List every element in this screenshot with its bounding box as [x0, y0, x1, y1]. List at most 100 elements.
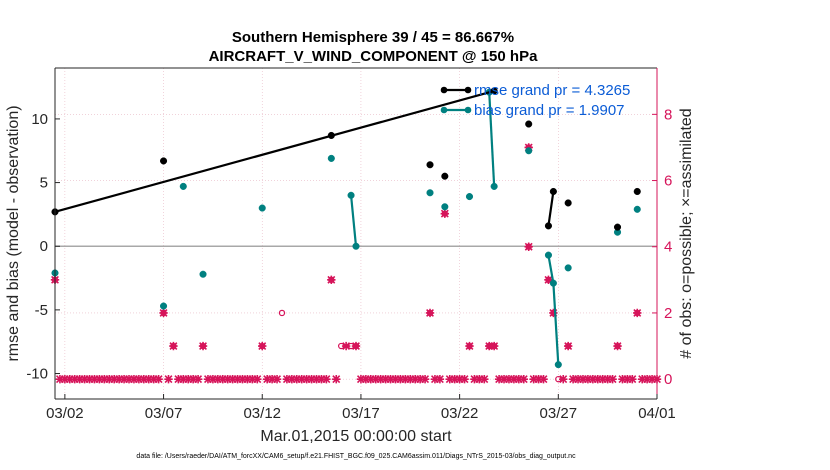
obs-zero-marker-54	[371, 374, 380, 384]
obs-zero-marker-34	[238, 374, 247, 384]
obs-zero-marker-56	[381, 374, 390, 384]
obs-zero-marker-47	[312, 374, 321, 384]
obs-assimilated-marker-14	[544, 275, 553, 285]
obs-zero-marker-48	[317, 374, 326, 384]
obs-zero-marker-59	[396, 374, 405, 384]
obs-zero-marker-1	[60, 374, 70, 384]
x-axis-label: Mar.01,2015 00:00:00 start	[260, 428, 452, 445]
rmse-point-8	[549, 187, 557, 196]
chart-title: Southern Hemisphere 39 / 45 = 86.667%	[232, 29, 514, 46]
bias-point-6	[347, 191, 355, 199]
obs-zero-marker-4	[75, 374, 84, 384]
rmse-point-11	[633, 187, 641, 196]
obs-assimilated-marker-13	[524, 242, 533, 251]
obs-zero-marker-10	[105, 374, 114, 384]
obs-assimilated-marker-4	[258, 341, 267, 351]
rmse-point-3	[426, 161, 434, 169]
bias-point-3	[199, 270, 207, 278]
obs-zero-marker-5	[80, 374, 89, 384]
obs-zero-marker-29	[213, 374, 223, 384]
x-tick-label-2: 03/12	[243, 405, 281, 422]
bias-point-2	[179, 182, 187, 190]
obs-assimilated-marker-18	[633, 308, 642, 318]
y-tick-label-4: 10	[31, 111, 48, 128]
bias-line-segment-1	[488, 92, 496, 187]
rmse-point-9	[564, 199, 572, 207]
y-tick-label-0: -10	[26, 366, 48, 383]
x-tick-label-6: 04/01	[638, 405, 676, 422]
obs-assimilated-marker-15	[549, 308, 558, 318]
chart-subtitle: AIRCRAFT_V_WIND_COMPONENT @ 150 hPa	[209, 48, 539, 65]
obs-zero-marker-18	[144, 374, 153, 384]
obs-zero-marker-85	[573, 374, 583, 384]
obs-zero-marker-69	[455, 374, 464, 384]
obs-zero-marker-8	[95, 374, 104, 384]
obs-assimilated-marker-2	[169, 341, 178, 351]
x-tick-label-3: 03/17	[342, 405, 380, 422]
rmse-point-10	[613, 223, 622, 231]
obs-zero-marker-33	[233, 374, 242, 384]
obs-zero-marker-0	[55, 374, 65, 384]
obs-zero-marker-7	[90, 374, 99, 384]
bias-point-12	[490, 182, 498, 190]
obs-zero-marker-37	[253, 374, 262, 384]
obs-zero-marker-28	[208, 374, 218, 384]
obs-zero-marker-12	[114, 374, 124, 384]
legend-marker-end-bias	[464, 106, 472, 114]
obs-zero-marker-53	[366, 374, 376, 384]
legend-marker-start-bias	[440, 106, 448, 114]
obs-zero-marker-62	[411, 374, 420, 384]
rmse-point-6	[525, 120, 533, 128]
obs-zero-marker-80	[529, 374, 538, 384]
x-tick-label-1: 03/07	[145, 405, 183, 422]
obs-zero-marker-25	[188, 374, 198, 384]
legend-label-rmse: rmse grand pr = 4.3265	[474, 82, 630, 99]
bias-point-5	[327, 154, 335, 162]
rmse-point-5	[490, 87, 498, 95]
obs-possible-marker-5	[278, 309, 286, 317]
rmse-line-segment-1	[547, 191, 555, 227]
bias-point-19	[633, 205, 641, 213]
axes	[54, 67, 658, 400]
y-right-tick-label-3: 6	[664, 173, 672, 190]
obs-zero-marker-66	[435, 374, 445, 384]
y-right-tick-label-2: 4	[664, 239, 672, 256]
bias-point-1	[160, 302, 168, 310]
obs-zero-marker-36	[248, 374, 257, 384]
obs-zero-marker-19	[149, 374, 158, 384]
obs-zero-marker-43	[292, 374, 301, 384]
obs-zero-marker-91	[603, 374, 612, 384]
obs-assimilated-marker-1	[159, 308, 168, 318]
legend-label-bias: bias grand pr = 1.9907	[474, 102, 625, 119]
obs-zero-marker-27	[203, 374, 213, 384]
y-right-tick-label-0: 0	[664, 371, 672, 388]
obs-zero-marker-89	[593, 374, 602, 384]
obs-zero-marker-86	[578, 374, 588, 384]
obs-zero-marker-70	[460, 374, 469, 384]
obs-zero-marker-16	[134, 374, 144, 384]
y-right-tick-label-4: 8	[664, 106, 672, 123]
bias-point-4	[258, 204, 266, 212]
obs-assimilated-marker-3	[198, 341, 208, 351]
bias-point-17	[564, 264, 572, 272]
y-tick-label-2: 0	[40, 238, 48, 255]
obs-zero-marker-3	[70, 374, 79, 384]
obs-zero-marker-42	[287, 374, 297, 384]
bias-point-15	[549, 279, 557, 287]
obs-zero-marker-78	[514, 374, 524, 384]
bias-line-segment-3	[552, 283, 560, 365]
y-tick-label-3: 5	[40, 175, 48, 192]
obs-zero-marker-87	[583, 374, 593, 384]
obs-zero-marker-24	[184, 374, 193, 384]
obs-zero-marker-9	[100, 374, 109, 384]
x-tick-label-4: 03/22	[441, 405, 479, 422]
obs-zero-marker-90	[598, 374, 607, 384]
obs-assimilated-marker-16	[563, 341, 573, 351]
rmse-point-7	[544, 222, 552, 230]
obs-zero-marker-61	[406, 374, 415, 384]
obs-zero-marker-75	[499, 374, 509, 384]
obs-zero-marker-58	[391, 374, 400, 384]
obs-assimilated-marker-17	[613, 341, 622, 351]
obs-zero-marker-40	[272, 374, 282, 384]
